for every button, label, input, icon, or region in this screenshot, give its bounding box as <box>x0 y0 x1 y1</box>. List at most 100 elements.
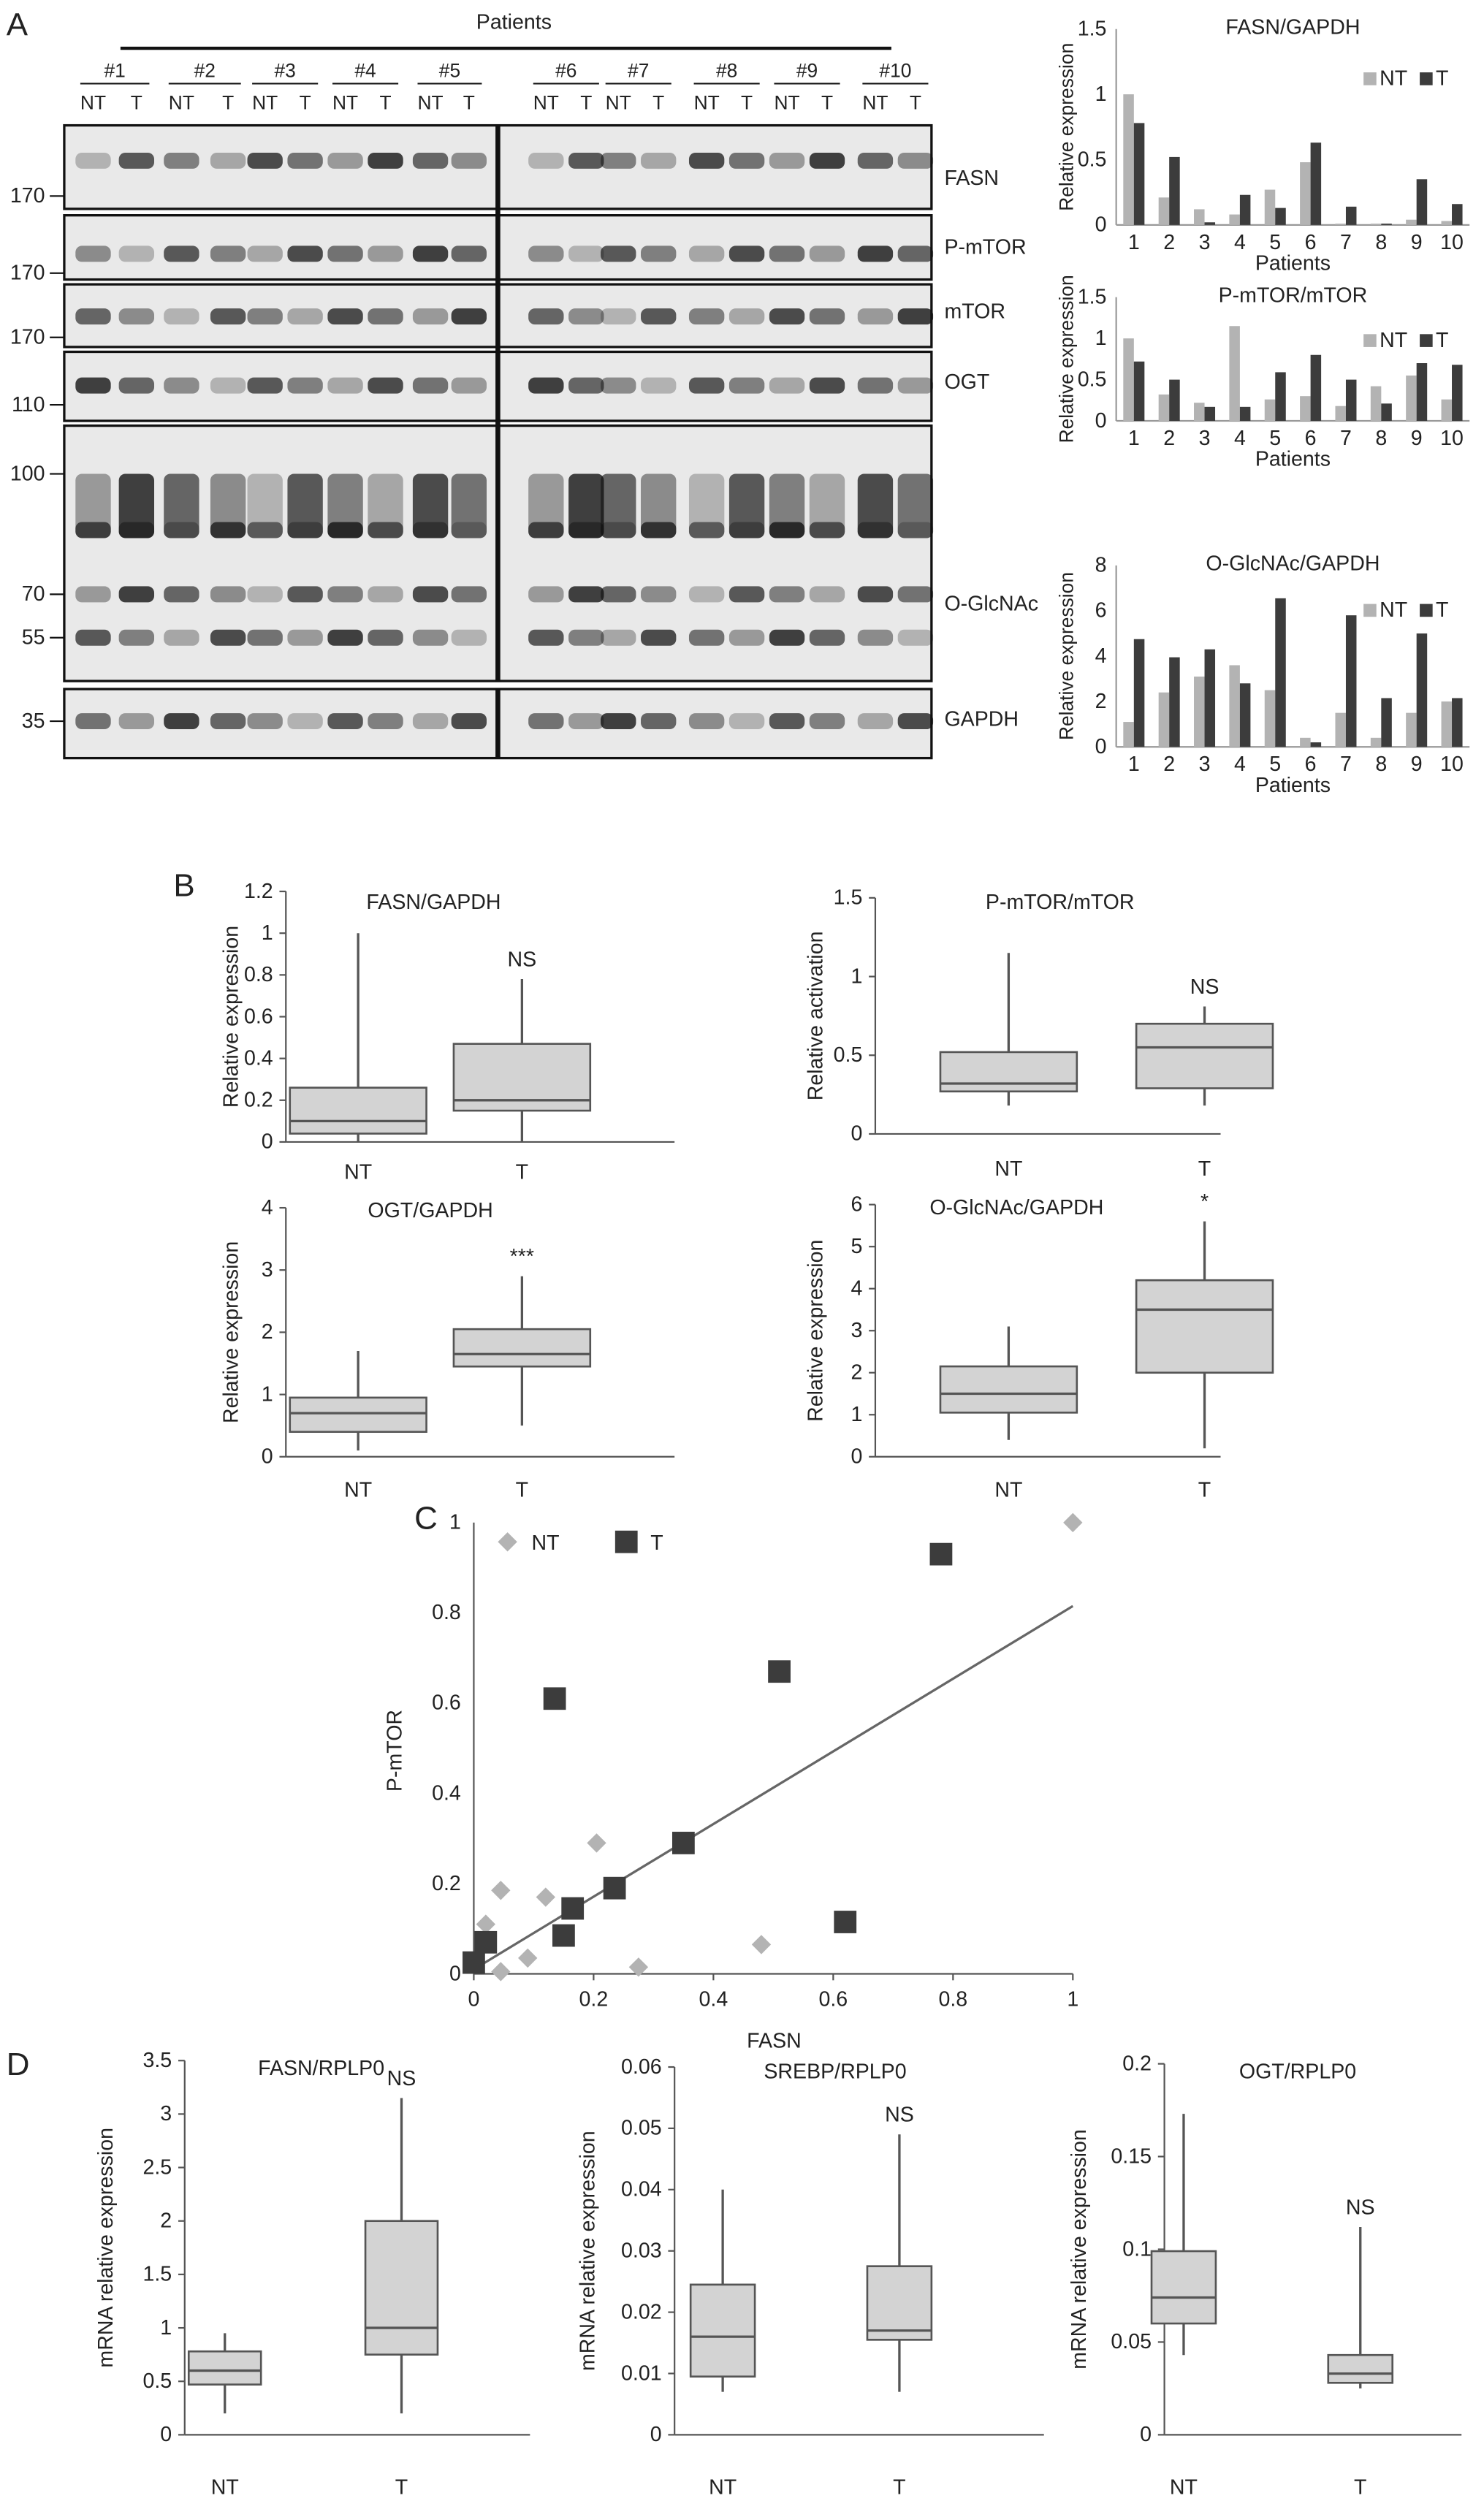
blot-band <box>368 522 403 538</box>
blot-band <box>897 377 934 394</box>
blot-band <box>368 152 403 169</box>
blot-band <box>210 522 246 538</box>
bar-t <box>1381 698 1392 747</box>
y-tick-label: 0.04 <box>621 2178 662 2201</box>
patient-label: #6 <box>555 60 577 82</box>
blot-band <box>641 522 677 538</box>
bar-nt <box>1229 326 1240 422</box>
blot-band <box>688 245 725 262</box>
t-point <box>929 1542 953 1566</box>
patient-label: #2 <box>194 60 216 82</box>
blot-band <box>857 713 894 730</box>
x-tick-label: 6 <box>1305 231 1317 254</box>
y-tick-label: 3 <box>160 2102 172 2125</box>
x-tick-label: 10 <box>1440 427 1464 450</box>
blot-band <box>412 713 449 730</box>
nt-point <box>587 1833 606 1853</box>
bar-t <box>1204 406 1216 422</box>
blot-band <box>412 473 449 538</box>
lane-label-nt: NT <box>169 92 194 114</box>
blot-band <box>641 629 677 646</box>
x-tick-label: 10 <box>1440 753 1464 776</box>
bar-t <box>1133 639 1145 747</box>
box-iqr <box>939 1365 1078 1414</box>
bar-t <box>1416 179 1428 225</box>
legend-label: NT <box>532 1531 560 1555</box>
blot-band <box>327 377 363 394</box>
chart-title: P-mTOR/mTOR <box>986 891 1135 914</box>
blot-band <box>451 152 487 169</box>
bar-nt <box>1300 396 1311 422</box>
blot-row-label: P-mTOR <box>944 235 1026 259</box>
y-tick-label: 2 <box>160 2209 172 2233</box>
patient-label: #8 <box>716 60 737 82</box>
blot-row-label: GAPDH <box>944 708 1019 731</box>
chart-title: O-GlcNAc/GAPDH <box>1206 552 1380 575</box>
mw-marker: 35 <box>22 709 45 733</box>
bar-nt <box>1370 386 1382 422</box>
y-tick-label: 0.4 <box>244 1046 273 1070</box>
category-label: NT <box>344 1160 372 1184</box>
y-tick-label: 2.5 <box>142 2155 172 2179</box>
x-tick-label: 6 <box>1305 427 1317 450</box>
lane-label-t: T <box>379 92 391 114</box>
blot-band <box>809 308 845 325</box>
x-tick-label: 8 <box>1375 231 1387 254</box>
bar-t <box>1239 683 1251 747</box>
category-label: T <box>1198 1157 1211 1181</box>
blot-band <box>327 586 363 603</box>
blot-band <box>769 522 805 538</box>
blot-band <box>451 308 487 325</box>
blot-band <box>769 245 805 262</box>
blot-band <box>809 522 845 538</box>
category-label: NT <box>994 1479 1022 1502</box>
legend-label: T <box>1436 598 1448 622</box>
box-iqr <box>939 1051 1078 1093</box>
bar-t <box>1345 615 1357 747</box>
blot-band <box>287 473 323 538</box>
box-iqr <box>1327 2353 1394 2384</box>
patient-label: #3 <box>274 60 295 82</box>
blot-band <box>368 629 403 646</box>
blot-band <box>897 586 934 603</box>
significance-label: NS <box>508 948 537 971</box>
chart-title: FASN/GAPDH <box>366 891 501 914</box>
y-tick-label: 0 <box>1095 735 1107 758</box>
box-iqr <box>689 2283 756 2378</box>
y-tick-label: 0 <box>1095 409 1107 433</box>
blot-band <box>769 629 805 646</box>
bar-nt <box>1229 665 1240 747</box>
patient-label: #5 <box>439 60 460 82</box>
bar-nt <box>1406 375 1417 422</box>
blot-band <box>809 586 845 603</box>
blot-band <box>118 586 155 603</box>
x-tick-label: 9 <box>1411 753 1423 776</box>
blot-band <box>247 629 283 646</box>
chart-title: OGT/GAPDH <box>368 1199 492 1222</box>
blot-band <box>857 377 894 394</box>
x-tick-label: 0 <box>468 1987 479 2011</box>
y-axis-label: mRNA relative expression <box>94 2128 118 2368</box>
blot-band <box>412 629 449 646</box>
blot-band <box>688 377 725 394</box>
blot-band <box>641 245 677 262</box>
blot-band <box>164 713 199 730</box>
blot-band <box>164 308 199 325</box>
x-tick-label: 3 <box>1199 753 1211 776</box>
chart-title: FASN/GAPDH <box>1225 15 1360 39</box>
x-tick-label: 7 <box>1340 427 1352 450</box>
blot-band <box>118 629 155 646</box>
blot-band <box>75 152 111 169</box>
nt-point <box>491 1962 511 1982</box>
x-axis-label: Patients <box>1255 774 1331 797</box>
y-axis-label: Relative expression <box>1055 43 1077 211</box>
blot-band <box>601 152 636 169</box>
category-label: T <box>1198 1479 1211 1502</box>
blot-band <box>728 629 765 646</box>
blot-band <box>601 522 636 538</box>
mw-marker: 100 <box>10 462 45 485</box>
blot-band <box>728 473 765 538</box>
bar-nt <box>1194 676 1205 747</box>
lane-label-t: T <box>131 92 142 114</box>
lane-label-t: T <box>910 92 921 114</box>
